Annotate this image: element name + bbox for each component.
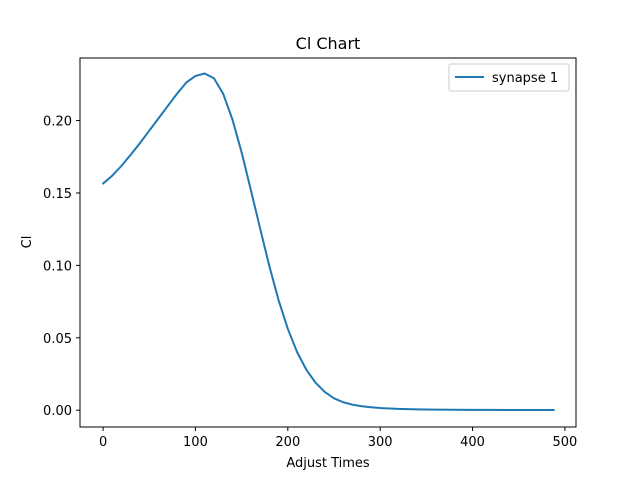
x-tick-label: 200: [275, 435, 300, 450]
y-tick-label: 0.00: [43, 404, 72, 419]
series-line-synapse-1: [102, 72, 555, 412]
y-tick-label: 0.20: [43, 115, 72, 130]
y-axis-label: Cl: [20, 236, 35, 249]
x-tick-label: 300: [368, 435, 393, 450]
x-tick-label: 100: [183, 435, 208, 450]
legend-frame: [448, 63, 570, 92]
y-tick-label: 0.15: [43, 187, 72, 202]
x-ticks: 0 100 200 300 400 500: [99, 427, 577, 450]
x-axis-label: Adjust Times: [286, 456, 370, 471]
x-tick-label: 0: [99, 435, 107, 450]
chart-title: Cl Chart: [296, 34, 361, 53]
series-group: [102, 72, 555, 412]
y-tick-label: 0.05: [43, 332, 72, 347]
y-ticks: 0.00 0.05 0.10 0.15 0.20: [43, 115, 80, 419]
axes-frame: [79, 57, 577, 428]
x-tick-label: 500: [553, 435, 578, 450]
legend-label-synapse-1: synapse 1: [492, 71, 558, 86]
legend: synapse 1: [448, 63, 570, 92]
y-tick-label: 0.10: [43, 259, 72, 274]
x-tick-label: 400: [460, 435, 485, 450]
plot-area: 0 100 200 300 400 500 0.00 0.05 0.10 0.15 0.20: [43, 57, 577, 450]
